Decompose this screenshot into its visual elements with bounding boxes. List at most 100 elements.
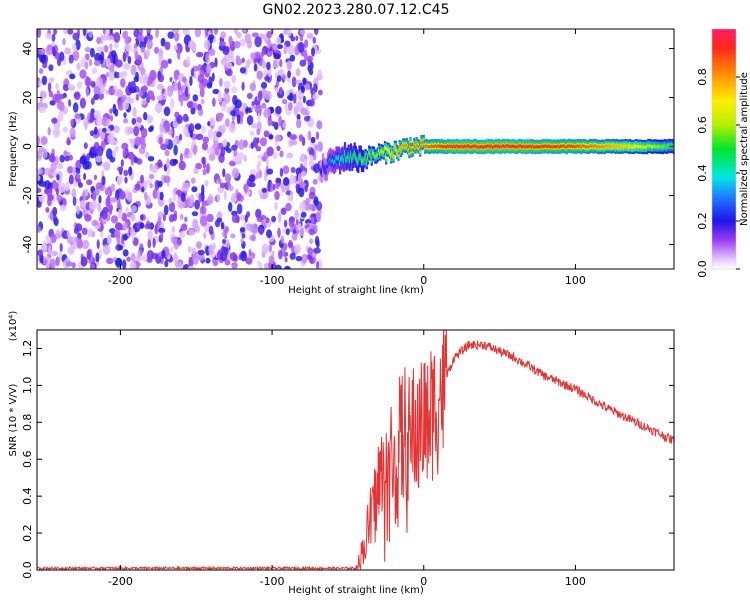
signal-cell	[494, 144, 497, 148]
signal-cell	[621, 145, 624, 149]
noise-blob	[127, 127, 134, 134]
noise-blob	[267, 39, 272, 49]
signal-cell	[391, 151, 394, 155]
signal-cell	[562, 144, 565, 148]
noise-blob	[103, 45, 109, 53]
signal-cell	[415, 142, 418, 146]
snr-line	[37, 330, 674, 570]
noise-blob	[84, 77, 92, 87]
signal-cell	[439, 144, 442, 149]
noise-blob	[104, 135, 108, 146]
noise-blob	[292, 93, 297, 104]
noise-blob	[105, 196, 111, 208]
signal-cell	[343, 151, 347, 155]
noise-blob	[68, 54, 74, 64]
noise-blob	[236, 114, 241, 125]
noise-blob	[116, 89, 123, 98]
signal-cell	[620, 144, 623, 148]
signal-cell	[416, 144, 419, 148]
noise-blob	[72, 102, 79, 113]
noise-blob	[274, 202, 278, 211]
noise-blob	[301, 253, 308, 264]
noise-blob	[188, 126, 192, 134]
noise-blob	[249, 82, 256, 92]
noise-blob	[271, 215, 277, 223]
signal-cell	[565, 145, 569, 149]
noise-blob	[55, 256, 60, 267]
noise-blob	[222, 139, 228, 148]
noise-blob	[187, 246, 192, 253]
noise-blob	[123, 63, 131, 70]
noise-blob	[190, 107, 196, 115]
noise-blob	[208, 34, 215, 40]
noise-blob	[280, 207, 287, 215]
spectrogram-x-label: Height of straight line (km)	[288, 285, 424, 296]
signal-cell	[448, 144, 451, 149]
noise-blob	[274, 134, 282, 143]
noise-blob	[82, 29, 87, 36]
noise-blob	[95, 252, 100, 263]
signal-cell	[454, 145, 457, 149]
noise-blob	[164, 123, 170, 133]
signal-cell	[553, 145, 556, 149]
noise-blob	[200, 98, 205, 105]
noise-blob	[182, 126, 189, 135]
signal-cell	[632, 145, 635, 149]
noise-blob	[295, 183, 301, 190]
noise-blob	[251, 32, 259, 38]
noise-blob	[143, 73, 149, 84]
signal-cell	[659, 145, 662, 149]
colorbar-gradient	[712, 29, 736, 269]
noise-blob	[190, 68, 195, 77]
y-tick-label: 1.0	[21, 377, 34, 395]
noise-blob	[82, 208, 87, 217]
signal-cell	[633, 144, 637, 149]
noise-blob	[75, 39, 81, 51]
signal-cell	[488, 144, 491, 148]
noise-blob	[191, 211, 199, 217]
noise-blob	[251, 122, 257, 129]
colorbar-tick-label: 0.0	[696, 260, 709, 278]
signal-cell	[670, 144, 673, 148]
noise-blob	[112, 149, 117, 158]
noise-blob	[288, 92, 294, 102]
noise-blob	[219, 182, 226, 189]
noise-blob	[283, 219, 288, 228]
noise-blob	[72, 165, 76, 175]
signal-cell	[630, 145, 633, 149]
noise-blob	[288, 219, 295, 228]
signal-cell	[557, 144, 560, 148]
noise-blob	[179, 202, 186, 209]
noise-blob	[108, 71, 115, 82]
signal-cell	[653, 144, 656, 148]
noise-blob	[252, 137, 259, 148]
noise-blob	[253, 63, 258, 72]
signal-cell	[478, 145, 481, 149]
noise-blob	[218, 90, 222, 101]
signal-cell	[595, 144, 598, 148]
noise-blob	[307, 130, 312, 141]
noise-blob	[298, 134, 304, 142]
noise-blob	[260, 215, 267, 220]
signal-cell	[572, 145, 575, 149]
noise-blob	[89, 130, 95, 137]
noise-blob	[285, 228, 290, 236]
signal-cell	[604, 144, 607, 148]
noise-blob	[161, 249, 166, 259]
noise-blob	[102, 127, 107, 133]
signal-cell	[326, 161, 330, 165]
noise-blob	[174, 72, 178, 82]
noise-blob	[201, 201, 205, 213]
noise-blob	[182, 82, 186, 92]
noise-blob	[173, 44, 178, 51]
signal-cell	[444, 145, 447, 149]
noise-blob	[159, 122, 164, 134]
signal-cell	[427, 145, 430, 149]
noise-blob	[72, 50, 80, 61]
noise-blob	[106, 235, 112, 245]
signal-cell	[419, 148, 422, 152]
noise-blob	[159, 191, 164, 201]
noise-blob	[160, 232, 164, 239]
noise-blob	[164, 149, 170, 157]
